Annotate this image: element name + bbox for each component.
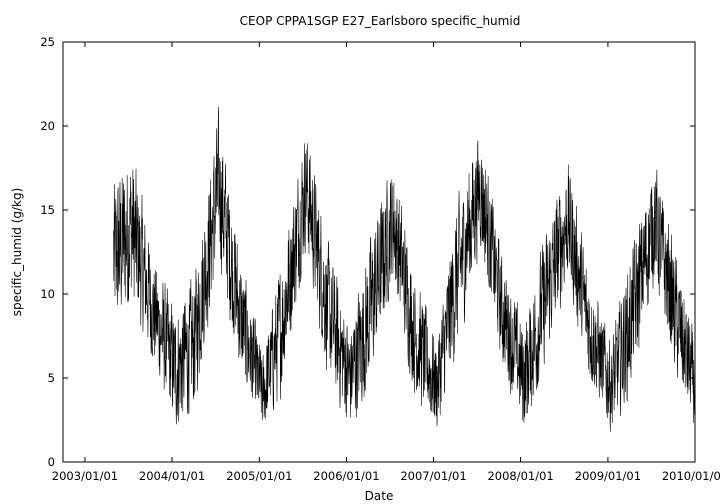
x-tick-label: 2006/01/01 <box>313 469 379 483</box>
x-axis-label: Date <box>365 489 394 503</box>
x-tick-label: 2004/01/01 <box>139 469 205 483</box>
x-tick-label: 2003/01/01 <box>52 469 118 483</box>
chart-title: CEOP CPPA1SGP E27_Earlsboro specific_hum… <box>240 14 521 28</box>
y-tick-label: 10 <box>40 287 55 301</box>
plot-frame <box>62 41 696 463</box>
x-tick-label: 2007/01/01 <box>400 469 466 483</box>
y-axis-label: specific_humid (g/kg) <box>10 188 24 317</box>
series-group <box>113 106 696 432</box>
x-tick-label: 2010/01/01 <box>662 469 720 483</box>
y-tick-label: 25 <box>40 35 55 49</box>
y-tick-label: 20 <box>40 119 55 133</box>
y-tick-label: 15 <box>40 203 55 217</box>
humidity-series-line <box>113 106 696 432</box>
y-tick-label: 0 <box>48 455 55 469</box>
y-tick-label: 5 <box>48 371 55 385</box>
axis-ticks: 2003/01/01 2004/01/01 2005/01/01 2006/01/01… <box>40 35 720 483</box>
x-tick-label: 2008/01/01 <box>487 469 553 483</box>
x-tick-label: 2005/01/01 <box>226 469 292 483</box>
x-tick-label: 2009/01/01 <box>575 469 641 483</box>
